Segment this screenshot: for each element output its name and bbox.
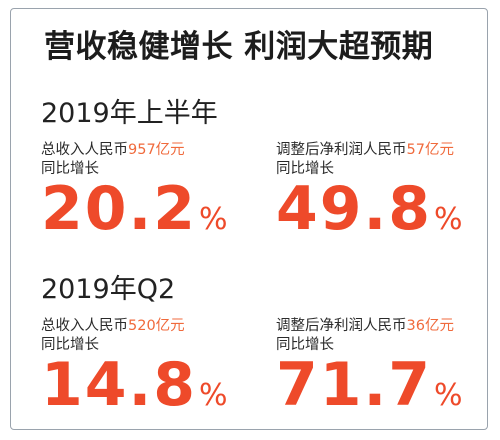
metric-label: 总收入人民币520亿元 <box>41 317 261 336</box>
metric-value: 14.8% <box>41 355 261 415</box>
metric-value-unit: % <box>199 202 228 237</box>
metric-value: 20.2% <box>41 179 261 239</box>
metric-value: 71.7% <box>276 355 496 415</box>
metric-amount: 520亿元 <box>128 318 185 334</box>
metric-value: 49.8% <box>276 179 496 239</box>
metric-value-number: 71.7 <box>276 350 433 420</box>
metric-growth-label: 同比增长 <box>276 337 334 353</box>
metric-total-revenue-q2: 总收入人民币520亿元 同比增长 14.8% <box>41 317 261 415</box>
metric-value-unit: % <box>434 202 463 237</box>
metric-growth-label: 同比增长 <box>276 161 334 177</box>
metric-adjusted-net-profit-q2: 调整后净利润人民币36亿元 同比增长 71.7% <box>276 317 496 415</box>
metric-adjusted-net-profit-h1: 调整后净利润人民币57亿元 同比增长 49.8% <box>276 141 496 239</box>
metric-label-text: 总收入人民币 <box>41 318 128 334</box>
metric-value-number: 49.8 <box>276 174 433 244</box>
metric-label: 调整后净利润人民币36亿元 <box>276 317 496 336</box>
metric-label-text: 总收入人民币 <box>41 142 128 158</box>
infographic-card: 营收稳健增长 利润大超预期 2019年上半年 总收入人民币957亿元 同比增长 … <box>10 8 488 430</box>
metric-label-text: 调整后净利润人民币 <box>276 318 407 334</box>
metric-total-revenue-h1: 总收入人民币957亿元 同比增长 20.2% <box>41 141 261 239</box>
metric-value-number: 20.2 <box>41 174 198 244</box>
metric-value-number: 14.8 <box>41 350 198 420</box>
metric-label: 调整后净利润人民币57亿元 <box>276 141 496 160</box>
metric-value-unit: % <box>434 378 463 413</box>
metric-amount: 36亿元 <box>406 318 454 334</box>
period-title-h1: 2019年上半年 <box>41 98 218 129</box>
metric-value-unit: % <box>199 378 228 413</box>
metric-growth-label: 同比增长 <box>41 161 99 177</box>
metric-label: 总收入人民币957亿元 <box>41 141 261 160</box>
period-title-q2: 2019年Q2 <box>41 274 176 305</box>
metric-amount: 957亿元 <box>128 142 185 158</box>
metric-label-text: 调整后净利润人民币 <box>276 142 407 158</box>
metric-growth-label: 同比增长 <box>41 337 99 353</box>
metric-amount: 57亿元 <box>406 142 454 158</box>
headline: 营收稳健增长 利润大超预期 <box>44 29 434 65</box>
